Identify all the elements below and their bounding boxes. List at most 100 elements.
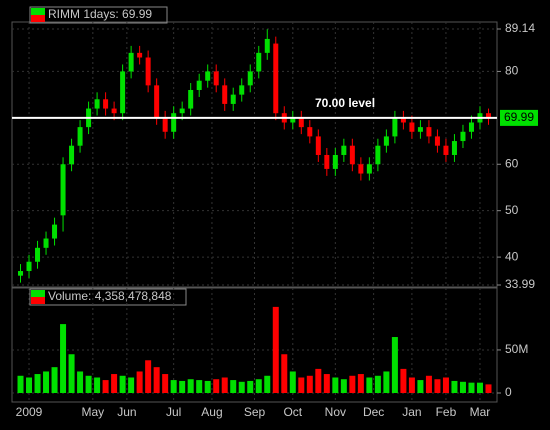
candle-body [52, 224, 58, 239]
candle-body [392, 117, 398, 137]
candle-body [298, 117, 304, 128]
volume-bar [434, 379, 441, 393]
x-tick-label: Dec [363, 405, 384, 419]
volume-bar [408, 377, 415, 393]
candle-body [366, 164, 372, 174]
candle-body [154, 85, 160, 118]
candle-body [128, 52, 134, 72]
x-tick-label: 2009 [16, 405, 43, 419]
volume-bar [374, 375, 381, 393]
candle-body [460, 131, 466, 142]
last-price-label: 69.99 [504, 110, 534, 124]
volume-bar [349, 375, 356, 393]
x-tick-label: Mar [470, 405, 491, 419]
candle-body [247, 71, 253, 86]
candle-body [349, 145, 355, 165]
volume-bar [111, 374, 118, 393]
volume-bar [315, 368, 322, 393]
volume-bar [247, 380, 254, 393]
volume-bar [179, 380, 186, 393]
candle-body [324, 154, 330, 169]
volume-bar [170, 380, 177, 393]
candle-body [341, 145, 347, 155]
volume-bar [230, 380, 237, 393]
volume-bar [119, 375, 126, 393]
volume-bar [366, 377, 373, 393]
volume-bar [221, 377, 228, 393]
candle-body [222, 85, 228, 104]
candle-body [179, 108, 185, 114]
volume-bar [204, 380, 211, 393]
volume-bar [272, 306, 279, 393]
candle-body [409, 122, 415, 132]
candle-body [145, 57, 151, 86]
candle-body [196, 80, 202, 90]
volume-bar [451, 380, 458, 393]
x-tick-label: Aug [201, 405, 222, 419]
volume-bar [485, 384, 492, 393]
volume-bar [85, 375, 92, 393]
candle-body [468, 122, 474, 132]
volume-bar [281, 354, 288, 393]
candle-body [485, 113, 491, 118]
candle-body [162, 117, 168, 132]
volume-bar [306, 375, 313, 393]
volume-bar [213, 379, 220, 393]
volume-bar [298, 377, 305, 393]
legend-box [29, 6, 168, 24]
y-tick-label: 50 [505, 203, 519, 217]
volume-bar [26, 377, 33, 393]
volume-bar [128, 377, 135, 393]
candle-body [383, 136, 389, 146]
candle-body [451, 141, 457, 155]
volume-bar [323, 374, 330, 393]
candle-body [434, 136, 440, 146]
volume-bar [68, 354, 75, 393]
volume-bar [17, 375, 24, 393]
y-tick-label: 40 [505, 249, 519, 263]
volume-bar [145, 360, 152, 393]
candle-body [307, 127, 313, 137]
legend-swatch-up [31, 8, 45, 15]
volume-bar [136, 371, 143, 393]
candle-body [230, 94, 236, 104]
volume-legend-text: Volume: 4,358,478,848 [48, 289, 172, 303]
volume-bar [468, 382, 475, 393]
last-price-box [500, 109, 538, 126]
y-tick-label: 60 [505, 156, 519, 170]
legend-text: RIMM 1days: 69.99 [48, 7, 152, 21]
candle-body [358, 164, 364, 174]
volume-bar [162, 374, 169, 393]
legend-swatch-down [31, 15, 45, 22]
volume-bar [476, 382, 483, 393]
volume-bar [196, 380, 203, 393]
volume-bar [255, 379, 262, 393]
candle-body [239, 85, 245, 95]
volume-bar [153, 367, 160, 393]
candle-body [69, 145, 75, 165]
volume-legend-box [29, 288, 187, 306]
volume-bar [34, 374, 41, 393]
candle-body [205, 71, 211, 81]
volume-bar [102, 380, 109, 393]
volume-bar [391, 337, 398, 393]
level-label: 70.00 level [315, 96, 375, 110]
volume-bar [332, 377, 339, 393]
volume-bar [383, 371, 390, 393]
candle-body [77, 127, 83, 146]
candle-body [273, 43, 279, 114]
volume-bar [425, 375, 432, 393]
x-tick-label: Nov [325, 405, 346, 419]
candle-body [375, 145, 381, 165]
volume-bar [187, 379, 194, 393]
x-tick-label: Oct [283, 405, 302, 419]
candle-body [426, 127, 432, 137]
volume-bar [43, 371, 50, 393]
candle-body [400, 117, 406, 123]
candle-body [256, 52, 262, 72]
candle-body [26, 261, 32, 272]
volume-bar [340, 379, 347, 393]
candle-body [18, 271, 24, 276]
candle-body [43, 238, 49, 248]
candle-body [417, 127, 423, 132]
